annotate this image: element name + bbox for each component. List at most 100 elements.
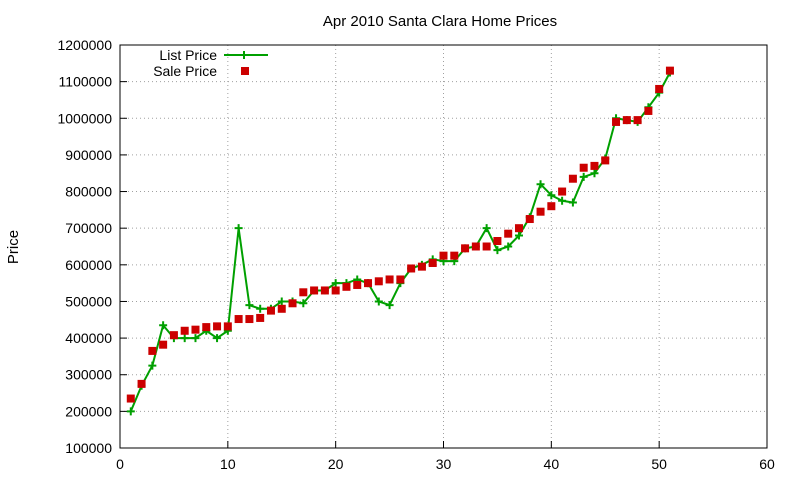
data-point-list-price xyxy=(482,224,491,233)
data-point-sale-price xyxy=(579,163,588,172)
data-point-sale-price xyxy=(504,229,513,238)
data-point-list-price xyxy=(191,334,200,343)
y-tick-label: 400000 xyxy=(65,330,112,346)
data-point-sale-price xyxy=(374,277,383,286)
y-tick-label: 800000 xyxy=(65,184,112,200)
y-tick-label: 600000 xyxy=(65,257,112,273)
data-point-sale-price xyxy=(439,251,448,260)
data-point-list-price xyxy=(245,301,254,310)
data-point-sale-price xyxy=(547,202,556,211)
x-tick-label: 10 xyxy=(220,456,236,472)
data-point-list-price xyxy=(547,191,556,200)
data-point-sale-price xyxy=(396,275,405,284)
data-point-list-price xyxy=(213,334,222,343)
data-point-list-price xyxy=(579,172,588,181)
data-point-list-price xyxy=(493,246,502,255)
y-tick-label: 700000 xyxy=(65,220,112,236)
data-point-sale-price xyxy=(417,262,426,271)
y-tick-label: 1000000 xyxy=(57,110,112,126)
data-point-list-price xyxy=(385,301,394,310)
data-point-list-price xyxy=(514,231,523,240)
y-axis-label: Price xyxy=(5,230,22,264)
data-point-sale-price xyxy=(644,106,653,115)
data-point-sale-price xyxy=(364,279,373,288)
chart-title: Apr 2010 Santa Clara Home Prices xyxy=(323,13,557,30)
data-point-sale-price xyxy=(471,242,480,251)
data-point-sale-price xyxy=(568,174,577,183)
y-tick-label: 500000 xyxy=(65,293,112,309)
data-point-sale-price xyxy=(342,282,351,291)
data-point-sale-price xyxy=(213,322,222,331)
data-point-list-price xyxy=(126,407,135,416)
data-point-list-price xyxy=(159,321,168,330)
data-point-sale-price xyxy=(159,340,168,349)
data-point-sale-price xyxy=(633,116,642,125)
data-point-sale-price xyxy=(137,379,146,388)
x-tick-label: 30 xyxy=(436,456,452,472)
data-point-sale-price xyxy=(299,288,308,297)
y-tick-label: 1200000 xyxy=(57,37,112,53)
data-point-sale-price xyxy=(202,323,211,332)
data-point-sale-price xyxy=(277,304,286,313)
data-point-list-price xyxy=(504,242,513,251)
data-point-sale-price xyxy=(245,315,254,324)
series-sale-price xyxy=(126,66,674,403)
data-point-sale-price xyxy=(331,286,340,295)
data-point-sale-price xyxy=(601,156,610,165)
data-point-list-price xyxy=(148,361,157,370)
data-point-list-price xyxy=(558,196,567,205)
data-point-sale-price xyxy=(385,275,394,284)
legend-label-list-price: List Price xyxy=(159,47,217,63)
data-point-sale-price xyxy=(223,322,232,331)
y-tick-label: 300000 xyxy=(65,367,112,383)
data-point-sale-price xyxy=(353,280,362,289)
data-point-list-price xyxy=(299,299,308,308)
legend-label-sale-price: Sale Price xyxy=(153,63,217,79)
x-tick-label: 60 xyxy=(759,456,775,472)
data-point-sale-price xyxy=(428,258,437,267)
data-point-sale-price xyxy=(169,331,178,340)
data-point-sale-price xyxy=(622,116,631,125)
data-point-list-price xyxy=(180,334,189,343)
data-point-sale-price xyxy=(148,346,157,355)
series-group xyxy=(126,66,674,416)
data-point-sale-price xyxy=(461,244,470,253)
data-point-sale-price xyxy=(655,84,664,93)
data-point-sale-price xyxy=(493,237,502,246)
data-point-sale-price xyxy=(126,394,135,403)
data-point-sale-price xyxy=(536,207,545,216)
x-tick-label: 0 xyxy=(116,456,124,472)
legend-marker-list-price xyxy=(240,51,248,59)
data-point-sale-price xyxy=(407,264,416,273)
data-point-sale-price xyxy=(256,313,265,322)
data-point-sale-price xyxy=(514,224,523,233)
data-point-sale-price xyxy=(180,326,189,335)
legend: List Price Sale Price xyxy=(153,47,268,79)
series-list-price xyxy=(126,68,674,416)
data-point-sale-price xyxy=(665,66,674,75)
data-point-list-price xyxy=(374,297,383,306)
data-point-sale-price xyxy=(288,299,297,308)
data-point-sale-price xyxy=(450,251,459,260)
data-point-list-price xyxy=(277,297,286,306)
y-tick-label: 100000 xyxy=(65,440,112,456)
data-point-list-price xyxy=(536,180,545,189)
data-point-list-price xyxy=(256,304,265,313)
legend-marker-sale-price xyxy=(241,67,249,75)
data-point-sale-price xyxy=(525,215,534,224)
data-point-list-price xyxy=(331,279,340,288)
series-line-list-price xyxy=(129,72,671,412)
data-point-sale-price xyxy=(482,242,491,251)
x-tick-label: 50 xyxy=(651,456,667,472)
data-point-sale-price xyxy=(310,286,319,295)
data-point-sale-price xyxy=(191,325,200,334)
data-point-sale-price xyxy=(558,187,567,196)
axis-ticks: 0 10 20 30 40 50 60 100000 200000 300000 400000 500… xyxy=(57,37,775,472)
data-point-sale-price xyxy=(234,315,243,324)
data-point-sale-price xyxy=(320,286,329,295)
data-point-sale-price xyxy=(590,161,599,170)
x-tick-label: 20 xyxy=(328,456,344,472)
data-point-list-price xyxy=(590,169,599,178)
grid-lines xyxy=(120,45,767,448)
data-point-sale-price xyxy=(266,306,275,315)
